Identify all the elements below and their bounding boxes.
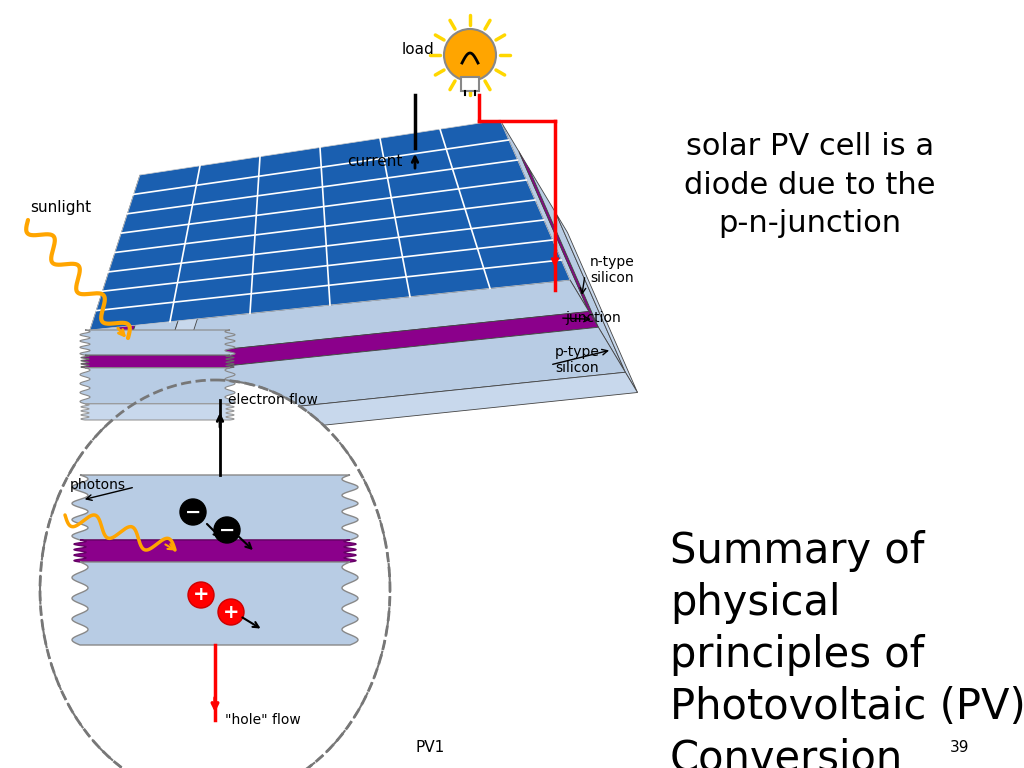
Polygon shape [109, 207, 168, 377]
Text: load: load [401, 42, 434, 58]
Text: +: + [223, 603, 240, 621]
Ellipse shape [40, 380, 390, 768]
Text: 39: 39 [950, 740, 970, 756]
Polygon shape [119, 327, 626, 422]
Polygon shape [81, 404, 234, 420]
Polygon shape [90, 175, 159, 362]
Polygon shape [90, 120, 570, 330]
Polygon shape [555, 212, 638, 392]
Circle shape [188, 582, 214, 608]
Polygon shape [519, 151, 598, 327]
Text: photons: photons [70, 478, 126, 492]
Text: PV1: PV1 [416, 740, 444, 756]
Text: solar PV cell is a
diode due to the
p-n-junction: solar PV cell is a diode due to the p-n-… [684, 132, 936, 238]
Text: Summary of
physical
principles of
Photovoltaic (PV)
Conversion: Summary of physical principles of Photov… [670, 530, 1024, 768]
Circle shape [214, 517, 240, 543]
Text: current: current [347, 154, 403, 168]
Text: junction: junction [565, 311, 621, 325]
Polygon shape [81, 355, 234, 368]
Polygon shape [72, 562, 358, 645]
Polygon shape [80, 330, 234, 355]
Circle shape [180, 499, 206, 525]
Text: electron flow: electron flow [228, 393, 317, 407]
Bar [461, 77, 479, 91]
Text: p-type
silicon: p-type silicon [555, 345, 600, 375]
Polygon shape [109, 312, 598, 377]
Polygon shape [74, 540, 356, 562]
Text: sunlight: sunlight [30, 200, 91, 215]
Polygon shape [528, 167, 626, 372]
Text: −: − [219, 521, 236, 539]
Text: "hole" flow: "hole" flow [225, 713, 301, 727]
Polygon shape [72, 475, 358, 540]
Text: +: + [193, 585, 209, 604]
Polygon shape [145, 372, 638, 442]
Polygon shape [119, 222, 196, 422]
Polygon shape [145, 267, 208, 442]
Text: n-type
silicon: n-type silicon [590, 255, 635, 285]
Text: −: − [184, 502, 201, 521]
Circle shape [218, 599, 244, 625]
Polygon shape [90, 280, 589, 362]
Circle shape [444, 29, 496, 81]
Polygon shape [80, 368, 234, 404]
Polygon shape [500, 120, 589, 312]
